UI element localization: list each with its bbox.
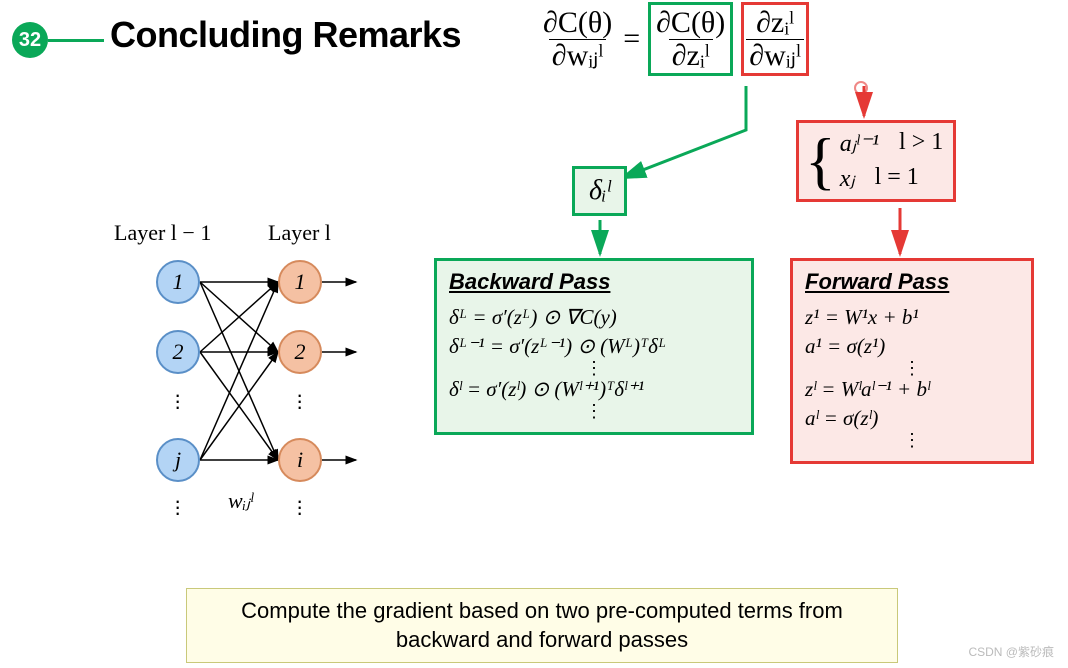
node-left-1: 1 bbox=[156, 260, 200, 304]
forward-title: Forward Pass bbox=[805, 269, 1019, 295]
vdots-icon: ⋮ bbox=[449, 363, 739, 373]
vdots-icon: ··· bbox=[174, 498, 181, 516]
summary-note: Compute the gradient based on two pre-co… bbox=[186, 588, 898, 663]
network-edges bbox=[108, 220, 408, 550]
case-x: xⱼ bbox=[840, 164, 855, 193]
case-box: { aⱼˡ⁻¹ l > 1 xⱼ l = 1 bbox=[796, 120, 956, 202]
backward-title: Backward Pass bbox=[449, 269, 739, 295]
delta-box: δᵢˡ bbox=[572, 166, 627, 216]
equals-sign: = bbox=[623, 22, 640, 56]
watermark: CSDN @紫砂痕 bbox=[968, 643, 1054, 660]
green-term-box: ∂C(θ) ∂zᵢˡ bbox=[648, 2, 733, 76]
bw-eq3: δˡ = σ′(zˡ) ⊙ (Wˡ⁺¹)ᵀδˡ⁺¹ bbox=[449, 377, 739, 402]
green-denominator: ∂zᵢˡ bbox=[669, 39, 713, 72]
case-cond1: l > 1 bbox=[899, 129, 943, 158]
backward-pass-box: Backward Pass δᴸ = σ′(zᴸ) ⊙ ∇C(y) δᴸ⁻¹ =… bbox=[434, 258, 754, 435]
vdots-icon: ⋮ bbox=[449, 406, 739, 416]
title-underline bbox=[48, 39, 104, 42]
fw-eq2: a¹ = σ(z¹) bbox=[805, 334, 1019, 359]
weight-label: wᵢⱼˡ bbox=[228, 488, 253, 514]
bw-eq2: δᴸ⁻¹ = σ′(zᴸ⁻¹) ⊙ (Wᴸ)ᵀδᴸ bbox=[449, 334, 739, 359]
lhs-denominator: ∂wᵢⱼˡ bbox=[549, 39, 607, 72]
network-diagram: Layer l − 1 Layer l 1 2 ··· j ··· 1 bbox=[108, 220, 408, 550]
vdots-icon: ··· bbox=[296, 392, 303, 410]
page-title: Concluding Remarks bbox=[110, 14, 461, 56]
bw-eq1: δᴸ = σ′(zᴸ) ⊙ ∇C(y) bbox=[449, 305, 739, 330]
fw-eq1: z¹ = W¹x + b¹ bbox=[805, 305, 1019, 330]
vdots-icon: ··· bbox=[174, 392, 181, 410]
forward-pass-box: Forward Pass z¹ = W¹x + b¹ a¹ = σ(z¹) ⋮ … bbox=[790, 258, 1034, 464]
red-numerator: ∂zᵢˡ bbox=[753, 7, 797, 39]
lhs-numerator: ∂C(θ) bbox=[540, 7, 615, 39]
slide-number-badge: 32 bbox=[12, 22, 48, 58]
vdots-icon: ··· bbox=[296, 498, 303, 516]
brace-icon: { bbox=[805, 137, 836, 185]
vdots-icon: ⋮ bbox=[805, 435, 1019, 445]
node-left-j: j bbox=[156, 438, 200, 482]
fw-eq4: aˡ = σ(zˡ) bbox=[805, 406, 1019, 431]
case-cond2: l = 1 bbox=[875, 164, 919, 193]
fw-eq3: zˡ = Wˡaˡ⁻¹ + bˡ bbox=[805, 377, 1019, 402]
green-numerator: ∂C(θ) bbox=[653, 7, 728, 39]
red-term-box: ∂zᵢˡ ∂wᵢⱼˡ bbox=[741, 2, 809, 76]
case-a: aⱼˡ⁻¹ bbox=[840, 129, 879, 158]
node-left-2: 2 bbox=[156, 330, 200, 374]
main-equation: ∂C(θ) ∂wᵢⱼˡ = ∂C(θ) ∂zᵢˡ ∂zᵢˡ ∂wᵢⱼˡ bbox=[540, 2, 809, 76]
node-right-1: 1 bbox=[278, 260, 322, 304]
vdots-icon: ⋮ bbox=[805, 363, 1019, 373]
red-denominator: ∂wᵢⱼˡ bbox=[746, 39, 804, 72]
node-right-2: 2 bbox=[278, 330, 322, 374]
node-right-i: i bbox=[278, 438, 322, 482]
